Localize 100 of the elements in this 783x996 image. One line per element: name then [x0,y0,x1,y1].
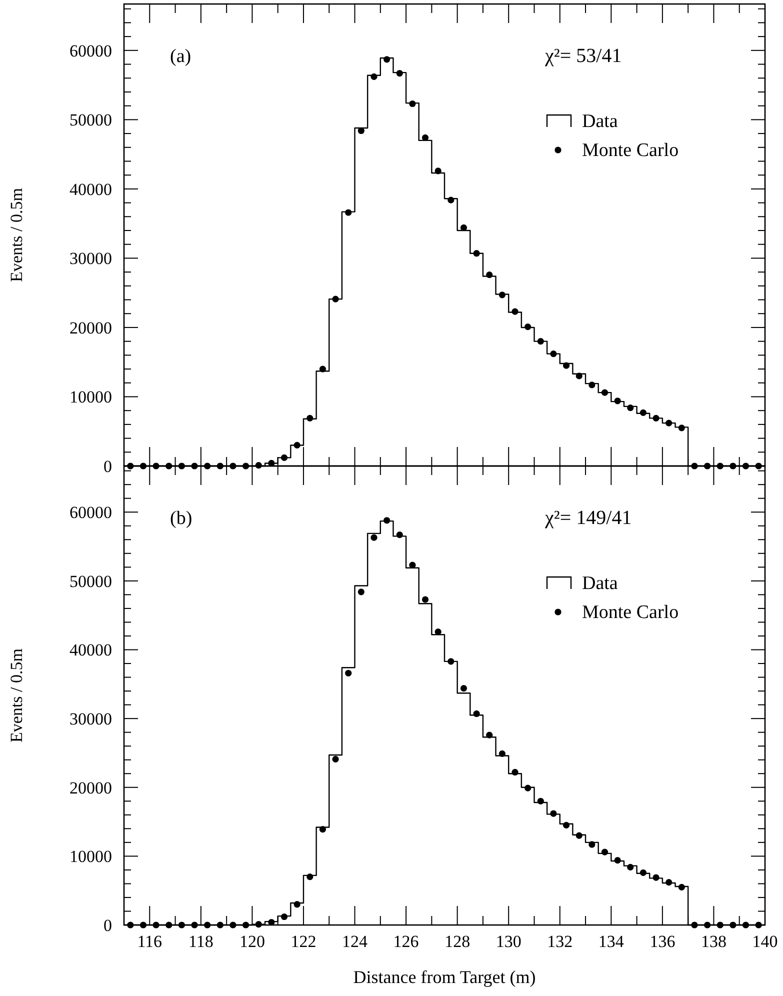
point [396,532,403,538]
point [448,196,454,204]
point [384,517,390,524]
point [294,442,300,449]
point [422,134,429,141]
legend-label: Monte Carlo [582,140,679,161]
point [498,292,506,298]
point [678,424,685,432]
point [345,670,352,676]
point [537,338,544,345]
y-tick-label: 40000 [70,180,112,199]
point [319,366,326,372]
point [524,323,532,330]
x-tick-label: 134 [598,932,624,951]
y-tick-label: 10000 [70,388,112,407]
point [473,250,480,257]
x-tick-label: 128 [444,932,470,951]
point [562,822,570,829]
point [370,534,378,541]
point [396,70,403,77]
legend-label: Data [582,573,618,594]
point [358,588,364,596]
point [666,420,672,426]
y-tick-label: 10000 [70,847,112,866]
y-tick-label: 60000 [70,41,112,60]
y-tick-label: 0 [104,916,112,935]
point [576,372,582,380]
point [332,296,339,302]
x-tick-label: 130 [496,932,522,951]
point [614,857,621,864]
point [562,362,570,369]
point [524,784,532,792]
point [384,56,390,63]
x-tick-label: 122 [290,932,316,951]
point [498,750,506,757]
y-tick-label: 0 [104,457,112,476]
y-axis-title: Events / 0.5m [7,648,26,742]
point [306,874,314,880]
point [550,350,557,358]
point [512,768,518,776]
point [319,826,326,833]
point [576,832,582,839]
point [409,562,416,568]
point [448,658,454,665]
point [640,869,647,876]
point [486,272,493,278]
point [294,901,300,908]
point [434,168,442,174]
x-tick-label: 120 [239,932,265,951]
point [422,596,429,603]
annotation: χ²= 53/41 [544,45,622,67]
y-tick-label: 20000 [70,318,112,338]
point [627,864,634,870]
point [550,810,557,817]
point [345,209,352,216]
x-tick-label: 132 [547,932,573,951]
legend-label: Monte Carlo [582,602,679,623]
y-tick-label: 30000 [70,710,112,729]
y-tick-label: 60000 [70,503,112,522]
point [460,684,468,692]
point [601,848,608,856]
x-tick-label: 140 [752,932,778,951]
point [434,628,442,636]
point [306,414,314,422]
legend-label: Data [582,111,618,132]
y-tick-label: 40000 [70,640,112,660]
annotation: χ²= 149/41 [544,507,632,529]
x-tick-label: 116 [137,932,162,951]
point [332,756,339,762]
point [409,100,416,108]
y-tick-label: 20000 [70,778,112,798]
x-tick-label: 136 [650,932,676,951]
point [370,73,378,80]
point [588,382,596,388]
x-tick-label: 118 [188,932,214,951]
point [601,389,608,396]
point [614,398,621,404]
point [627,404,634,412]
point [486,732,493,738]
point [512,308,518,315]
point [537,798,544,804]
point [640,409,647,416]
x-tick-label: 124 [342,932,368,951]
point [666,879,672,886]
annotation: (a) [170,46,192,67]
point [588,841,596,848]
point [652,874,660,881]
y-axis-title: Events / 0.5m [7,188,26,282]
y-tick-label: 30000 [70,249,112,268]
point [473,710,480,718]
annotation: (b) [170,508,192,529]
point [678,884,685,890]
y-tick-label: 50000 [70,572,112,591]
y-tick-label: 50000 [70,110,112,130]
point [280,454,288,461]
x-tick-label: 138 [700,932,726,951]
point [280,913,288,920]
x-axis-title: Distance from Target (m) [353,967,536,987]
point [652,414,660,422]
x-tick-label: 126 [393,932,419,951]
